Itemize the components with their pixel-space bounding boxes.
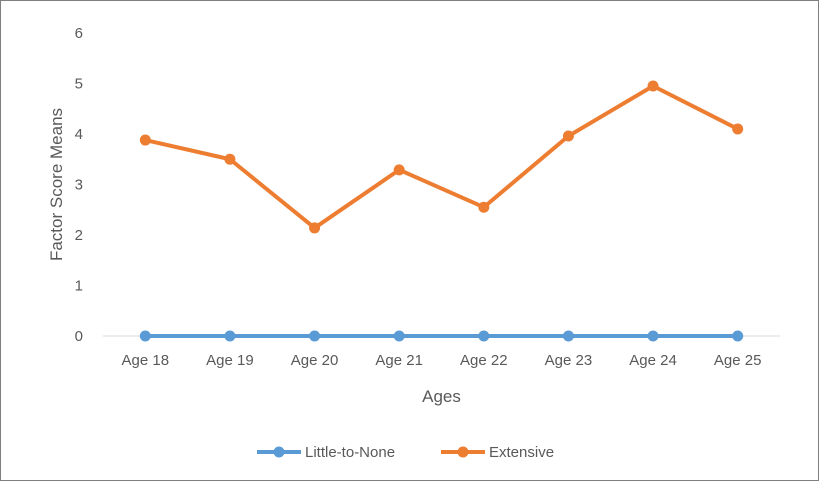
y-tick-label: 4 [75,126,83,143]
legend-item: Extensive [441,444,554,461]
series-layer [139,80,744,342]
y-axis-title: Factor Score Means [47,108,66,261]
y-tick-label: 1 [75,278,83,295]
data-point [647,80,659,92]
data-point [647,330,659,342]
x-tick-label: Age 24 [629,352,677,369]
legend-label: Extensive [489,444,554,461]
data-point [478,330,490,342]
series-extensive [139,80,744,234]
y-axis-ticks: 0 1 2 3 4 5 6 [75,25,83,345]
data-point [224,153,236,165]
series-little-to-none [139,330,744,342]
legend-label: Little-to-None [305,444,395,461]
data-point [393,164,405,176]
y-tick-label: 2 [75,227,83,244]
x-tick-label: Age 21 [375,352,423,369]
y-tick-label: 3 [75,177,83,194]
y-tick-label: 0 [75,328,83,345]
data-point [562,330,574,342]
legend-swatch-marker [273,446,285,458]
legend-swatch-marker [457,446,469,458]
x-tick-label: Age 25 [714,352,762,369]
x-tick-label: Age 23 [545,352,593,369]
x-tick-label: Age 18 [122,352,170,369]
x-axis-title: Ages [422,387,461,406]
data-point [224,330,236,342]
x-tick-label: Age 22 [460,352,508,369]
x-tick-label: Age 19 [206,352,254,369]
data-point [139,134,151,146]
legend: Little-to-None Extensive [257,444,554,461]
y-tick-label: 5 [75,76,83,93]
data-point [478,201,490,213]
data-point [309,222,321,234]
series-line [143,84,740,230]
legend-item: Little-to-None [257,444,395,461]
data-point [562,130,574,142]
data-point [309,330,321,342]
data-point [139,330,151,342]
x-axis-ticks: Age 18 Age 19 Age 20 Age 21 Age 22 Age 23 Age … [122,352,762,369]
data-point [393,330,405,342]
y-tick-label: 6 [75,25,83,42]
data-point [732,123,744,135]
data-point [732,330,744,342]
x-tick-label: Age 20 [291,352,339,369]
